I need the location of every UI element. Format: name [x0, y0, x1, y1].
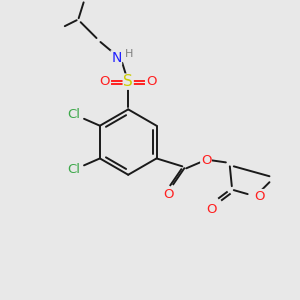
Text: Cl: Cl [68, 163, 81, 176]
Text: O: O [201, 154, 211, 167]
Text: O: O [254, 190, 265, 202]
Text: H: H [125, 49, 134, 59]
Text: S: S [123, 74, 133, 89]
Text: O: O [99, 75, 110, 88]
Text: O: O [147, 75, 157, 88]
Text: Cl: Cl [68, 108, 81, 121]
Text: O: O [206, 203, 216, 216]
Text: N: N [111, 51, 122, 65]
Text: O: O [163, 188, 174, 201]
